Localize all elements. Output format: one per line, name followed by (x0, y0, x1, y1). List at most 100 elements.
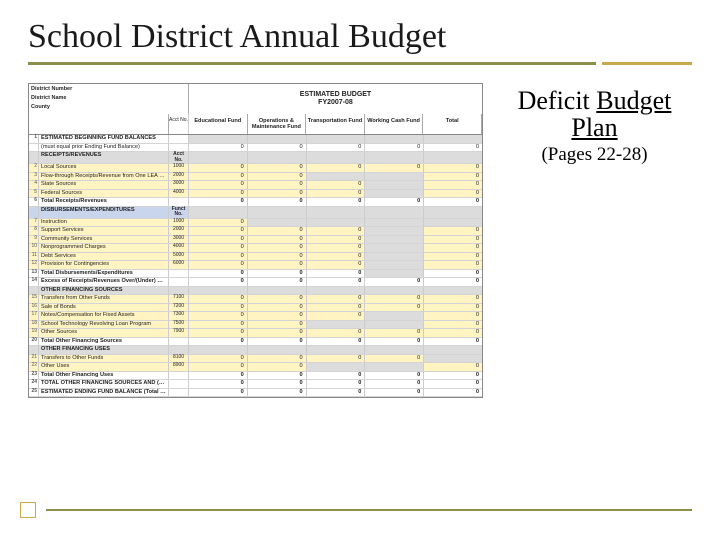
table-row: 4State Sources30000000 (29, 181, 482, 190)
row-value: 0 (424, 198, 482, 206)
row-value: 0 (189, 338, 248, 346)
table-row: OTHER FINANCING USES (29, 346, 482, 355)
side-subheading: (Pages 22-28) (497, 144, 692, 166)
row-value (365, 152, 424, 163)
row-value: 0 (424, 363, 482, 371)
accent-line-long (28, 62, 596, 65)
col-header: Operations & Maintenance Fund (248, 114, 307, 134)
footer-line (46, 509, 692, 511)
row-number: 7 (29, 219, 39, 227)
row-value: 0 (424, 244, 482, 252)
row-number: 4 (29, 181, 39, 189)
table-row: (must equal prior Ending Fund Balance)00… (29, 144, 482, 153)
row-label: Community Services (39, 236, 169, 244)
col-header: Educational Fund (189, 114, 248, 134)
row-value: 0 (248, 338, 307, 346)
row-acct: 7900 (169, 329, 189, 337)
row-number: 24 (29, 380, 39, 388)
table-row: 23Total Other Financing Uses00000 (29, 372, 482, 381)
row-value: 0 (189, 295, 248, 303)
row-value (248, 346, 307, 354)
row-acct (169, 278, 189, 286)
row-number: 15 (29, 295, 39, 303)
row-value (365, 135, 424, 143)
row-value: 0 (307, 338, 366, 346)
side-panel: Deficit Budget Plan (Pages 22-28) (497, 83, 692, 166)
row-label: Total Other Financing Uses (39, 372, 169, 380)
row-value (248, 135, 307, 143)
row-label: OTHER FINANCING SOURCES (39, 287, 169, 295)
row-value (365, 207, 424, 218)
table-row: 24TOTAL OTHER FINANCING SOURCES AND (USE… (29, 380, 482, 389)
row-value: 0 (365, 389, 424, 397)
row-acct (169, 389, 189, 397)
row-value (189, 287, 248, 295)
table-body: 1ESTIMATED BEGINNING FUND BALANCES(must … (29, 135, 482, 397)
row-label: Excess of Receipts/Revenues Over/(Under)… (39, 278, 169, 286)
row-number (29, 287, 39, 295)
row-value (365, 270, 424, 278)
row-value (307, 219, 366, 227)
row-value: 0 (189, 236, 248, 244)
table-row: 15Transfers from Other Funds710000000 (29, 295, 482, 304)
title-underline (28, 62, 692, 65)
row-value: 0 (424, 321, 482, 329)
row-acct: 7200 (169, 304, 189, 312)
row-value (365, 236, 424, 244)
row-value: 0 (307, 198, 366, 206)
row-value (365, 287, 424, 295)
row-value: 0 (248, 244, 307, 252)
row-value (248, 219, 307, 227)
row-value: 0 (248, 321, 307, 329)
row-value: 0 (307, 278, 366, 286)
row-value: 0 (248, 144, 307, 152)
row-value: 0 (424, 236, 482, 244)
table-row: 14Excess of Receipts/Revenues Over/(Unde… (29, 278, 482, 287)
row-number: 1 (29, 135, 39, 143)
row-value: 0 (248, 236, 307, 244)
row-value (424, 207, 482, 218)
row-acct: 7300 (169, 312, 189, 320)
row-value: 0 (424, 338, 482, 346)
row-value: 0 (189, 380, 248, 388)
row-value (248, 152, 307, 163)
row-number: 9 (29, 236, 39, 244)
row-value: 0 (424, 380, 482, 388)
row-value: 0 (424, 261, 482, 269)
row-value (365, 261, 424, 269)
row-number: 11 (29, 253, 39, 261)
row-label: Flow-through Receipts/Revenue from One L… (39, 173, 169, 181)
col-acct: Acct No. (169, 114, 189, 134)
row-label: TOTAL OTHER FINANCING SOURCES AND (USES)… (39, 380, 169, 388)
row-number: 16 (29, 304, 39, 312)
page-title: School District Annual Budget (28, 18, 692, 56)
row-value: 0 (365, 198, 424, 206)
row-value (307, 207, 366, 218)
row-number: 20 (29, 338, 39, 346)
table-row: OTHER FINANCING SOURCES (29, 287, 482, 296)
table-row: 1ESTIMATED BEGINNING FUND BALANCES (29, 135, 482, 144)
table-row: 20Total Other Financing Sources00000 (29, 338, 482, 347)
table-row: DISBURSEMENTS/EXPENDITURESFunct No. (29, 207, 482, 219)
row-value (189, 346, 248, 354)
row-value: 0 (189, 372, 248, 380)
row-value: 0 (307, 355, 366, 363)
table-title-cell: ESTIMATED BUDGET FY2007-08 (189, 84, 482, 114)
row-value: 0 (424, 270, 482, 278)
row-value: 0 (189, 261, 248, 269)
row-value: 0 (189, 244, 248, 252)
table-title: ESTIMATED BUDGET (300, 91, 371, 99)
row-number: 25 (29, 389, 39, 397)
preheader-label: County (31, 104, 186, 110)
row-acct: 2000 (169, 173, 189, 181)
row-value: 0 (189, 321, 248, 329)
row-acct (169, 135, 189, 143)
row-value (307, 287, 366, 295)
row-value: 0 (365, 329, 424, 337)
row-label: Instruction (39, 219, 169, 227)
row-value: 0 (189, 355, 248, 363)
table-row: 7Instruction10000 (29, 219, 482, 228)
row-acct: 6000 (169, 261, 189, 269)
row-value: 0 (307, 270, 366, 278)
accent-line-short (602, 62, 692, 65)
